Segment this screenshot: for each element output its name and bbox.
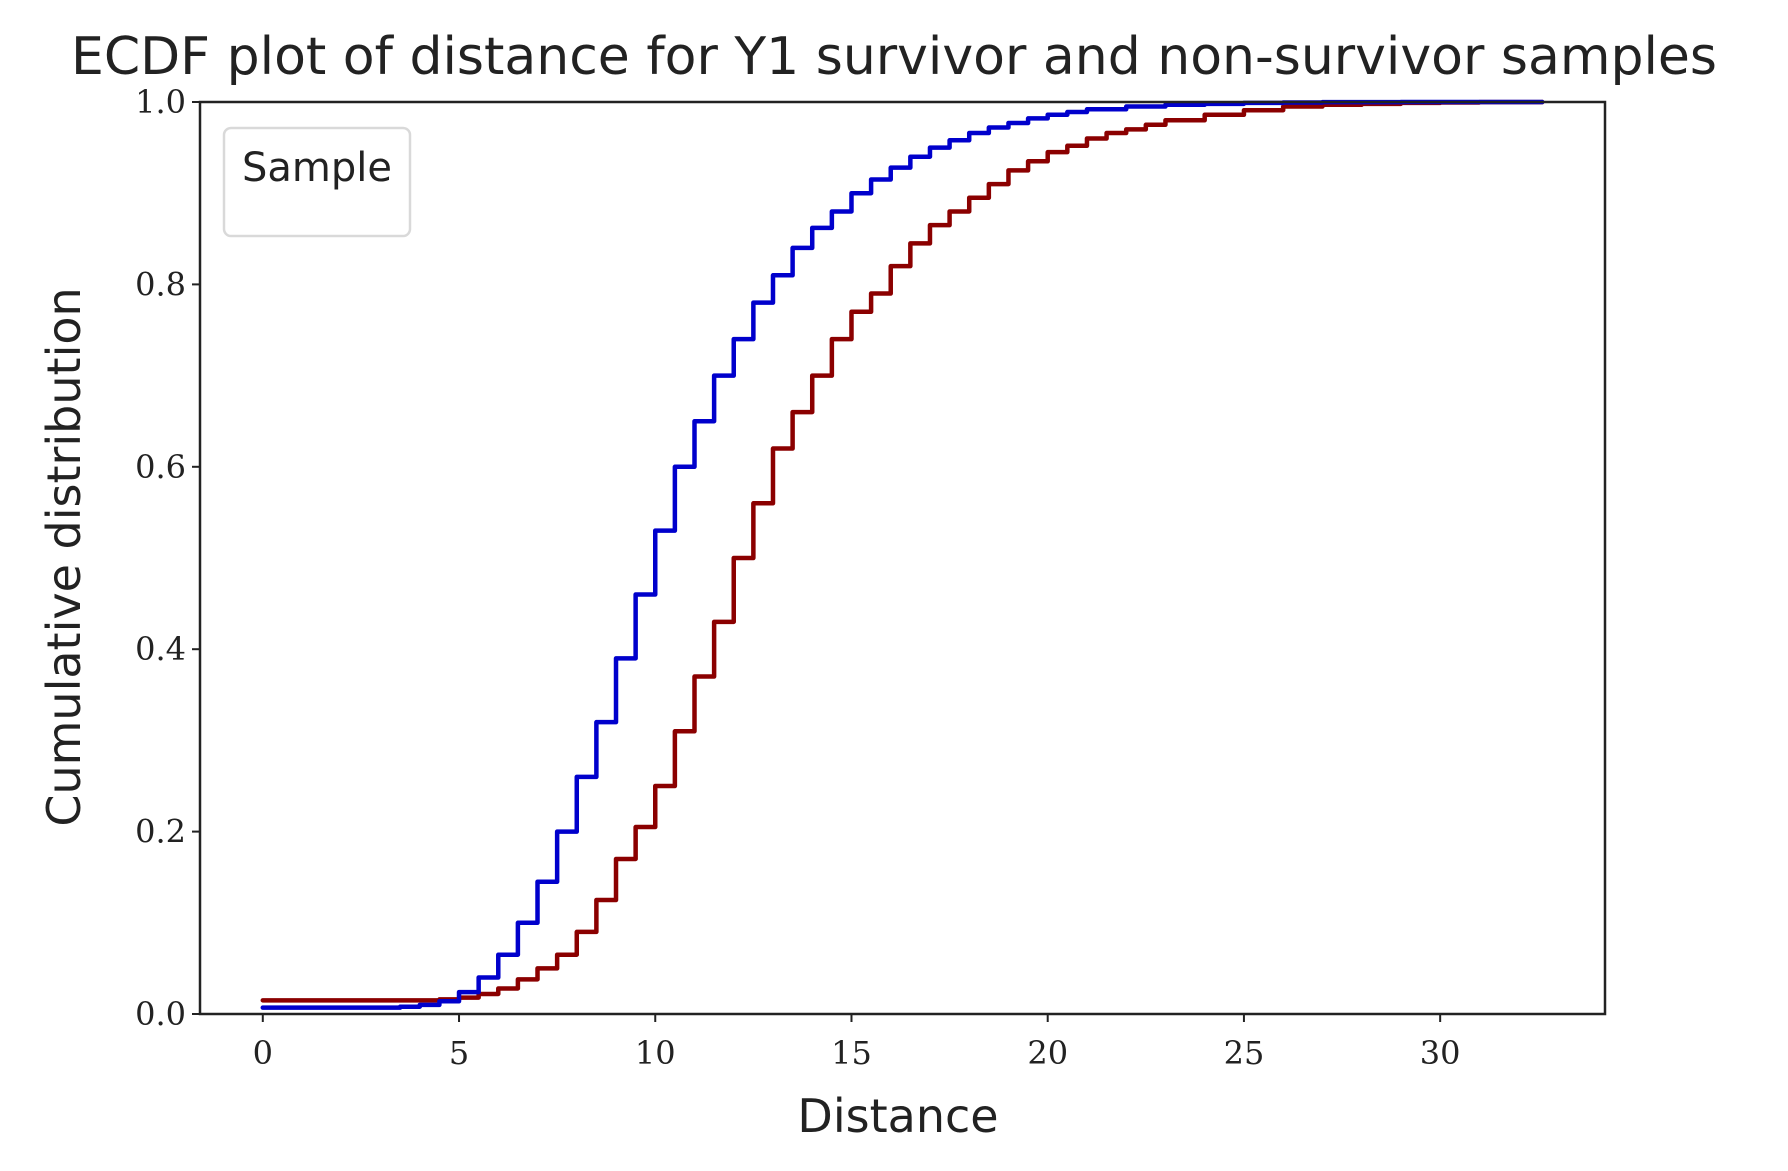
- series-layer: [260, 99, 1545, 1010]
- legend: Sample: [222, 126, 412, 238]
- ecdf-series-line-2: [260, 99, 1545, 1010]
- legend-title: Sample: [242, 145, 392, 191]
- y-tick-label: 0.0: [135, 995, 186, 1033]
- x-tick-label: 0: [253, 1034, 273, 1072]
- x-axis-label: Distance: [797, 1089, 998, 1143]
- y-tick-label: 1.0: [135, 83, 186, 121]
- y-axis-ticks: 0.0 0.2 0.4 0.6 0.8 1.0: [135, 83, 200, 1033]
- legend-box: [222, 126, 412, 238]
- x-tick-label: 10: [635, 1034, 676, 1072]
- y-tick-label: 0.8: [135, 265, 186, 303]
- x-axis-ticks: 0 5 10 15 20 25 30: [253, 1014, 1461, 1072]
- ecdf-series-line-1: [260, 99, 1545, 1003]
- chart-title: ECDF plot of distance for Y1 survivor an…: [71, 27, 1717, 87]
- y-tick-label: 0.4: [135, 630, 186, 668]
- x-tick-label: 20: [1027, 1034, 1068, 1072]
- x-tick-label: 5: [449, 1034, 469, 1072]
- x-tick-label: 30: [1420, 1034, 1461, 1072]
- y-tick-label: 0.2: [135, 813, 186, 851]
- x-tick-label: 25: [1224, 1034, 1265, 1072]
- x-tick-label: 15: [831, 1034, 872, 1072]
- y-axis-label: Cumulative distribution: [37, 287, 91, 826]
- plot-frame: [198, 100, 1607, 1016]
- y-tick-label: 0.6: [135, 448, 186, 486]
